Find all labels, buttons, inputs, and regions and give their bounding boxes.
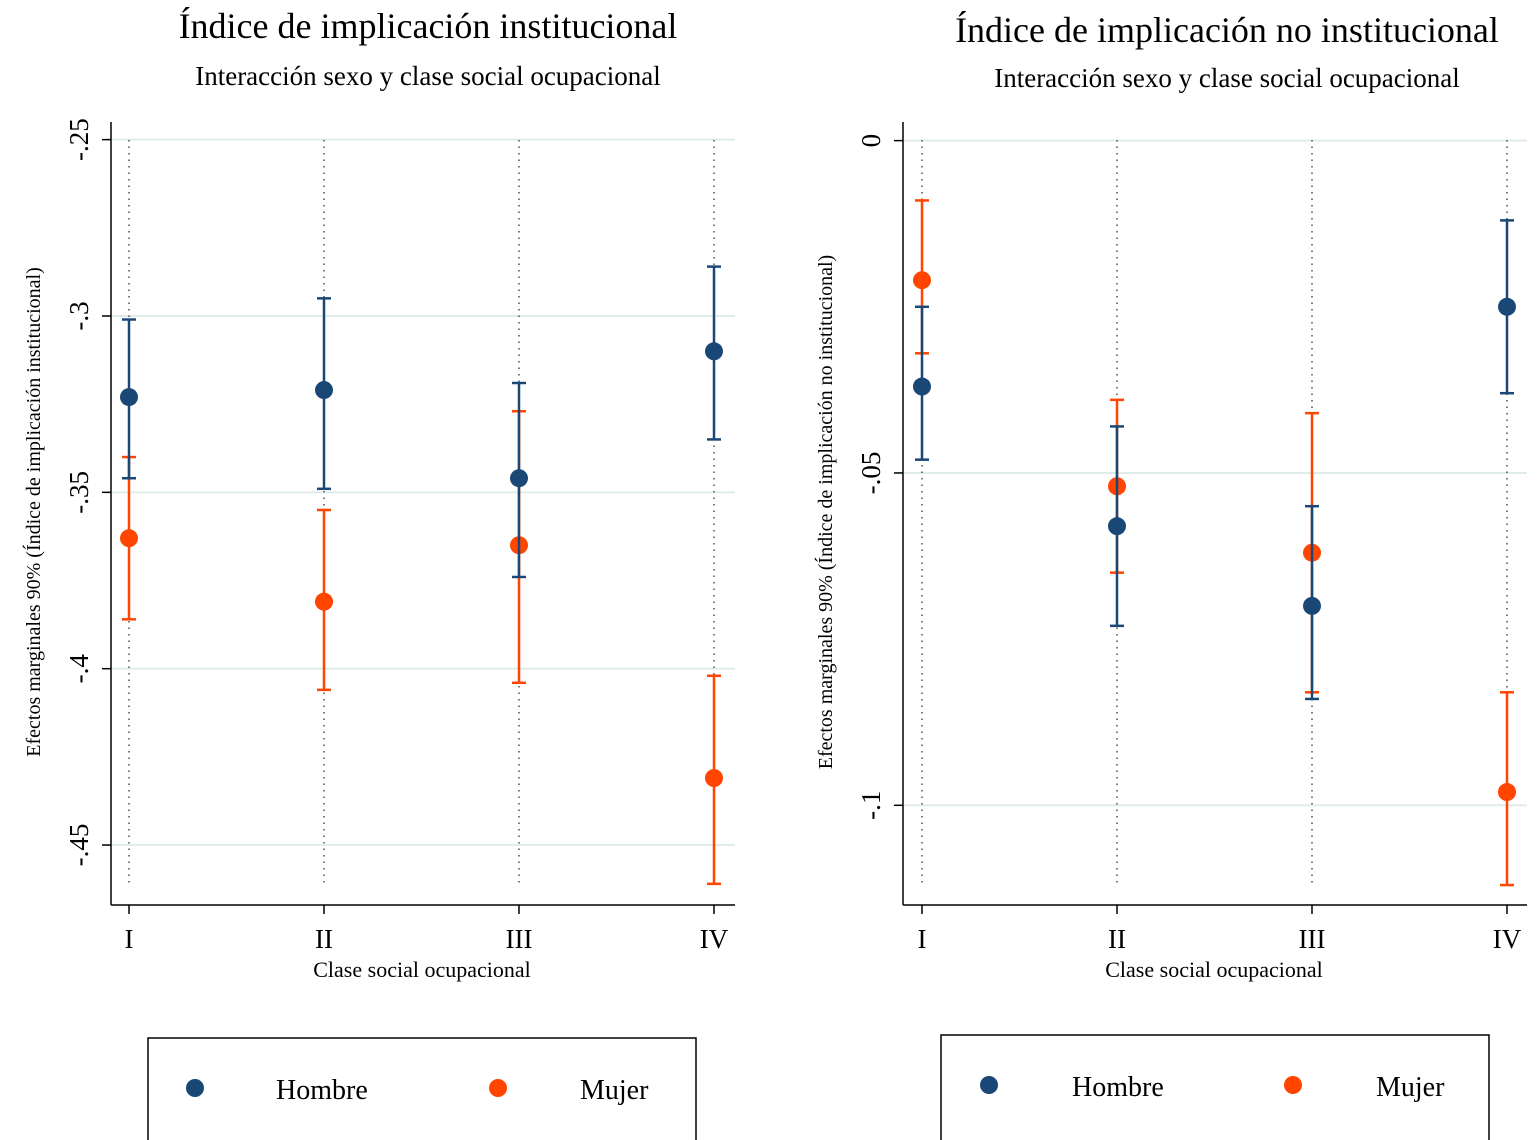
data-point-hombre bbox=[705, 342, 723, 361]
data-point-mujer bbox=[120, 529, 138, 548]
chart-panel-1: Índice de implicación institucional Inter… bbox=[22, 6, 735, 1140]
y-tick-label: -.05 bbox=[856, 452, 886, 495]
y-tick-label: -.45 bbox=[64, 824, 94, 867]
data-point-hombre bbox=[913, 377, 931, 396]
x-tick-label: III bbox=[506, 924, 533, 954]
legend-box bbox=[940, 1034, 1490, 1140]
legend-marker-mujer bbox=[1284, 1076, 1302, 1094]
data-point-mujer bbox=[913, 271, 931, 290]
legend-marker-mujer bbox=[489, 1079, 507, 1097]
y-tick-label: -.1 bbox=[856, 791, 886, 820]
y-tick-label: -.25 bbox=[64, 118, 94, 161]
chart-panel-2: Índice de implicación no institucional In… bbox=[814, 10, 1527, 1140]
x-tick-label: I bbox=[125, 924, 134, 954]
legend-marker-hombre bbox=[186, 1079, 204, 1097]
y-axis-label: Efectos marginales 90% (Índice de implic… bbox=[814, 255, 837, 769]
legend: Hombre Mujer bbox=[147, 1037, 697, 1140]
chart-subtitle: Interacción sexo y clase social ocupacio… bbox=[195, 61, 661, 91]
data-point-hombre bbox=[1498, 297, 1516, 316]
data-point-hombre bbox=[1303, 596, 1321, 615]
data-point-mujer bbox=[315, 592, 333, 611]
x-tick-label: IV bbox=[700, 924, 729, 954]
x-tick-label: III bbox=[1299, 924, 1326, 954]
data-point-mujer bbox=[705, 769, 723, 788]
x-axis-label: Clase social ocupacional bbox=[313, 957, 530, 982]
data-point-hombre bbox=[510, 469, 528, 488]
y-tick-label: -.35 bbox=[64, 471, 94, 514]
legend-label-mujer: Mujer bbox=[580, 1075, 649, 1106]
x-tick-label: I bbox=[918, 924, 927, 954]
x-tick-label: II bbox=[1108, 924, 1126, 954]
x-tick-label: II bbox=[315, 924, 333, 954]
legend-label-hombre: Hombre bbox=[276, 1075, 368, 1106]
legend-marker-hombre bbox=[980, 1076, 998, 1094]
legend: Hombre Mujer bbox=[940, 1034, 1490, 1140]
legend-box bbox=[147, 1037, 697, 1140]
data-point-mujer bbox=[1498, 783, 1516, 802]
chart-title: Índice de implicación institucional bbox=[179, 6, 678, 46]
data-point-hombre bbox=[120, 388, 138, 407]
legend-label-hombre: Hombre bbox=[1072, 1072, 1164, 1103]
chart-title: Índice de implicación no institucional bbox=[955, 10, 1499, 50]
data-point-hombre bbox=[315, 381, 333, 400]
legend-label-mujer: Mujer bbox=[1376, 1072, 1445, 1103]
data-point-hombre bbox=[1108, 517, 1126, 536]
y-tick-label: 0 bbox=[856, 134, 886, 148]
y-tick-label: -.3 bbox=[64, 301, 94, 330]
chart-subtitle: Interacción sexo y clase social ocupacio… bbox=[994, 63, 1460, 93]
x-axis-label: Clase social ocupacional bbox=[1105, 957, 1322, 982]
x-tick-label: IV bbox=[1493, 924, 1522, 954]
y-tick-label: -.4 bbox=[64, 654, 94, 684]
y-axis-label: Efectos marginales 90% (Índice de implic… bbox=[22, 267, 45, 756]
